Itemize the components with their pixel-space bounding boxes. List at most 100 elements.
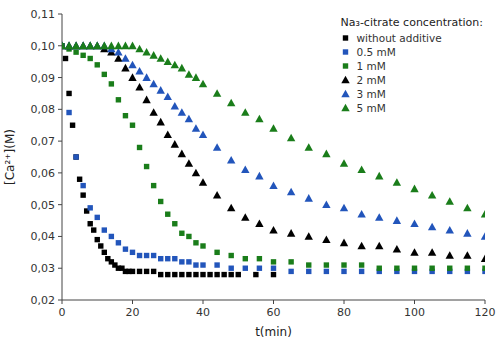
legend-swatch (343, 63, 348, 68)
point (178, 108, 186, 116)
point (135, 45, 143, 53)
point (95, 215, 100, 220)
y-tick-label: 0,10 (31, 40, 56, 53)
point (393, 178, 401, 186)
point (463, 204, 471, 212)
y-tick-label: 0,05 (31, 199, 56, 212)
point (227, 204, 235, 212)
point (135, 67, 143, 75)
point (357, 166, 365, 174)
point (200, 243, 205, 248)
y-tick-label: 0,09 (31, 72, 56, 85)
point (151, 183, 156, 188)
point (463, 251, 471, 259)
point (142, 48, 150, 56)
point (305, 232, 313, 240)
point (80, 183, 85, 188)
plot-area (62, 42, 485, 278)
point (257, 256, 262, 261)
point (482, 266, 485, 271)
point (269, 181, 277, 189)
point (186, 259, 191, 264)
point (255, 115, 263, 123)
point (305, 194, 313, 202)
y-tick (58, 300, 62, 301)
point (158, 256, 163, 261)
point (243, 266, 248, 271)
y-tick (58, 77, 62, 78)
point (130, 123, 135, 128)
point (116, 240, 121, 245)
point (192, 124, 200, 132)
point (229, 253, 234, 258)
y-tick (58, 109, 62, 110)
point (243, 256, 248, 261)
point (394, 266, 399, 271)
point (193, 272, 198, 277)
point (255, 220, 263, 228)
point (165, 272, 170, 277)
point (66, 110, 71, 115)
point (158, 272, 163, 277)
point (271, 259, 276, 264)
point (447, 266, 452, 271)
point (165, 212, 170, 217)
point (271, 272, 276, 277)
point (428, 248, 436, 256)
x-tick (485, 300, 486, 304)
y-tick-label: 0,07 (31, 135, 56, 148)
point (410, 220, 418, 228)
point (375, 172, 383, 180)
point (70, 123, 75, 128)
legend-swatch (341, 76, 349, 84)
point (481, 210, 485, 218)
point (102, 227, 107, 232)
point (72, 42, 80, 50)
point (171, 102, 179, 110)
point (130, 269, 135, 274)
point (171, 140, 179, 148)
point (306, 269, 311, 274)
point (193, 240, 198, 245)
point (178, 150, 186, 158)
point (393, 216, 401, 224)
point (158, 199, 163, 204)
point (65, 42, 73, 50)
point (322, 150, 330, 158)
point (340, 204, 348, 212)
series (62, 43, 485, 271)
point (227, 156, 235, 164)
point (357, 242, 365, 250)
point (72, 42, 80, 50)
point (428, 191, 436, 199)
point (229, 272, 234, 277)
point (88, 56, 93, 61)
point (241, 213, 249, 221)
point (269, 226, 277, 234)
point (171, 61, 179, 69)
point (213, 143, 221, 151)
point (465, 266, 470, 271)
point (107, 42, 115, 50)
legend: Na₃-citrate concentration:without additi… (341, 16, 484, 114)
y-axis-label: [Ca²⁺](M) (3, 129, 17, 185)
point (98, 243, 103, 248)
point (178, 64, 186, 72)
point (288, 269, 293, 274)
point (95, 62, 100, 67)
y-tick (58, 141, 62, 142)
point (93, 42, 101, 50)
point (257, 266, 262, 271)
point (393, 245, 401, 253)
point (185, 115, 193, 123)
point (164, 92, 172, 100)
point (340, 159, 348, 167)
point (157, 118, 165, 126)
point (229, 266, 234, 271)
x-tick-label: 120 (475, 306, 496, 319)
point (359, 269, 364, 274)
series (62, 43, 485, 274)
point (200, 262, 205, 267)
point (463, 229, 471, 237)
y-tick-label: 0,04 (31, 230, 56, 243)
